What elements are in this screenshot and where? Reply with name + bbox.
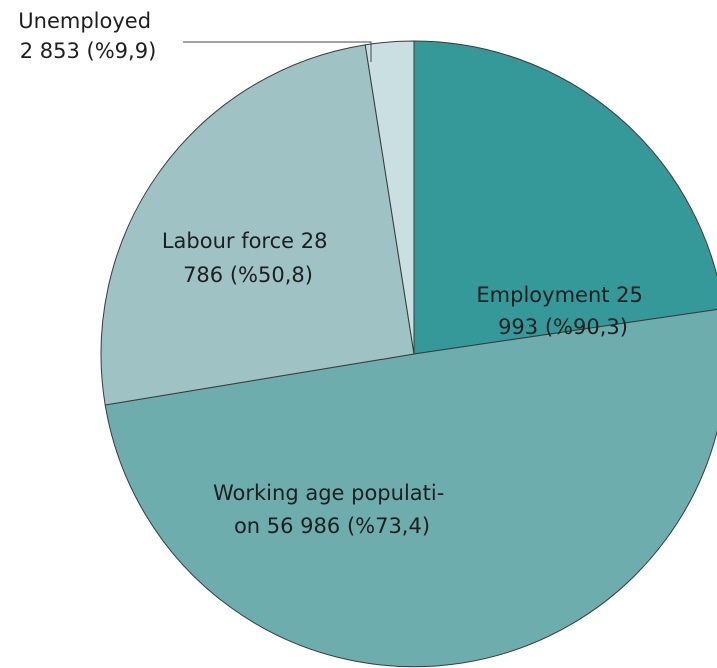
working-age-label: Working age populati- on 56 986 (%73,4) <box>213 481 451 538</box>
employment-label-line-2: 993 (%90,3) <box>498 315 628 339</box>
labour-force-label-line-1: Labour force 28 <box>162 229 328 253</box>
pie-slice-unemployed <box>364 40 415 355</box>
pie-slice-working-age <box>104 308 717 668</box>
employment-label-line-1: Employment 25 <box>476 283 642 307</box>
labour-force-label-line-2: 786 (%50,8) <box>183 263 313 287</box>
unemployed-label-line-2: 2 853 (%9,9) <box>20 39 157 63</box>
employment-label: Employment 25 993 (%90,3) <box>476 283 649 339</box>
unemployed-callout-line <box>183 41 372 62</box>
working-age-label-line-2: on 56 986 (%73,4) <box>234 514 430 538</box>
pie-slices <box>100 40 717 668</box>
pie-slice-labour-force <box>100 44 415 406</box>
pie-slice-employment <box>413 40 717 355</box>
working-age-label-line-1: Working age populati- <box>213 481 444 505</box>
unemployed-label: Unemployed 2 853 (%9,9) <box>18 9 157 63</box>
unemployed-label-line-1: Unemployed <box>18 9 151 33</box>
labour-force-label: Labour force 28 786 (%50,8) <box>162 229 334 287</box>
